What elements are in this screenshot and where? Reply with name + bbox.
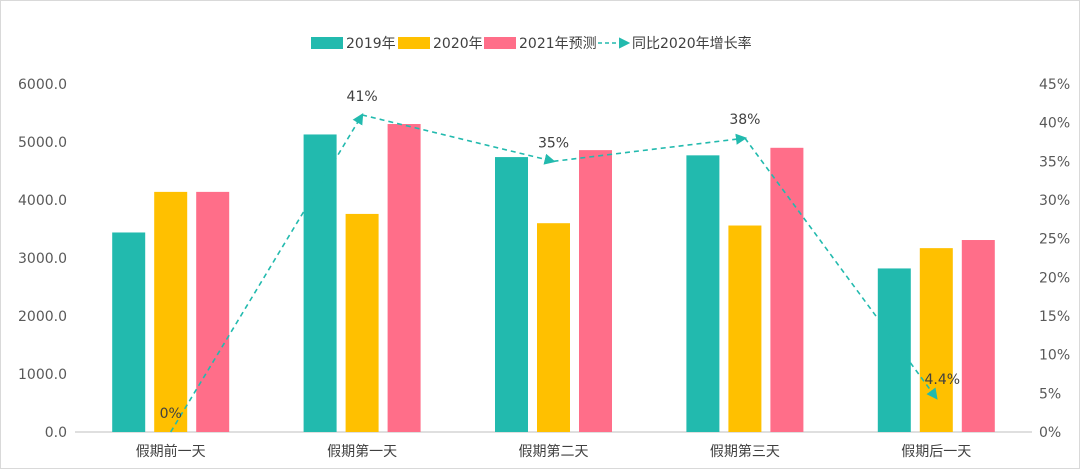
y2-tick-label: 40%: [1039, 116, 1070, 132]
legend-label-2019: 2019年: [346, 36, 396, 52]
x-category-label: 假期后一天: [901, 444, 971, 460]
bar: [728, 225, 762, 432]
bar: [537, 223, 570, 432]
growth-data-label: 4.4%: [925, 372, 961, 388]
legend-swatch-2019: [311, 37, 343, 49]
bar: [579, 150, 612, 432]
bar: [686, 155, 720, 432]
x-category-label: 假期第一天: [327, 443, 397, 460]
bar: [303, 134, 337, 432]
legend-label-2021: 2021年预测: [519, 36, 597, 52]
bar: [877, 268, 911, 432]
bar: [112, 232, 146, 432]
x-category-label: 假期第二天: [519, 443, 589, 460]
growth-data-label: 35%: [538, 135, 569, 151]
y-axis-right: 0% 5% 10% 15% 20% 25% 30% 35% 40% 45%: [1039, 77, 1070, 441]
y-tick-label: 1000.0: [18, 367, 67, 383]
bar: [154, 191, 188, 432]
y2-tick-label: 25%: [1039, 232, 1070, 248]
bar: [196, 191, 230, 432]
y-axis-left: 0.0 1000.0 2000.0 3000.0 4000.0 5000.0 6000.0: [18, 77, 67, 441]
legend-label-2020: 2020年: [433, 36, 483, 52]
growth-labels: 0% 41% 35% 38% 4.4%: [160, 89, 960, 422]
legend-swatch-2021: [484, 37, 516, 49]
y-tick-label: 4000.0: [18, 193, 67, 209]
y-tick-label: 3000.0: [18, 251, 67, 267]
y2-tick-label: 30%: [1039, 193, 1070, 209]
legend: 2019年 2020年 2021年预测 同比2020年增长率: [311, 35, 752, 52]
x-axis-categories: 假期前一天 假期第一天 假期第二天 假期第三天 假期后一天: [136, 443, 972, 460]
y2-tick-label: 0%: [1039, 425, 1061, 441]
bar: [919, 248, 953, 432]
growth-data-label: 0%: [160, 406, 182, 422]
bar: [345, 213, 379, 432]
y-tick-label: 5000.0: [18, 135, 67, 151]
y2-tick-label: 5%: [1039, 386, 1061, 402]
y-tick-label: 2000.0: [18, 309, 67, 325]
y2-tick-label: 10%: [1039, 348, 1070, 364]
legend-label-growth: 同比2020年增长率: [632, 35, 752, 52]
growth-line-segment: [361, 114, 556, 165]
bar: [770, 147, 804, 433]
y2-tick-label: 20%: [1039, 270, 1070, 286]
legend-swatch-2020: [398, 37, 430, 49]
bar: [387, 124, 421, 433]
bars: [112, 124, 995, 433]
x-category-label: 假期前一天: [136, 443, 206, 460]
growth-data-label: 38%: [729, 112, 760, 128]
growth-line: [170, 113, 938, 433]
y-tick-label: 6000.0: [18, 77, 67, 93]
y2-tick-label: 35%: [1039, 154, 1070, 170]
y2-tick-label: 15%: [1039, 309, 1070, 325]
x-category-label: 假期第三天: [710, 443, 780, 460]
bar: [495, 157, 528, 432]
y-tick-label: 0.0: [45, 425, 67, 441]
bar: [961, 240, 995, 432]
growth-line-segment: [170, 113, 364, 433]
y2-tick-label: 45%: [1039, 77, 1070, 93]
growth-data-label: 41%: [347, 89, 378, 105]
